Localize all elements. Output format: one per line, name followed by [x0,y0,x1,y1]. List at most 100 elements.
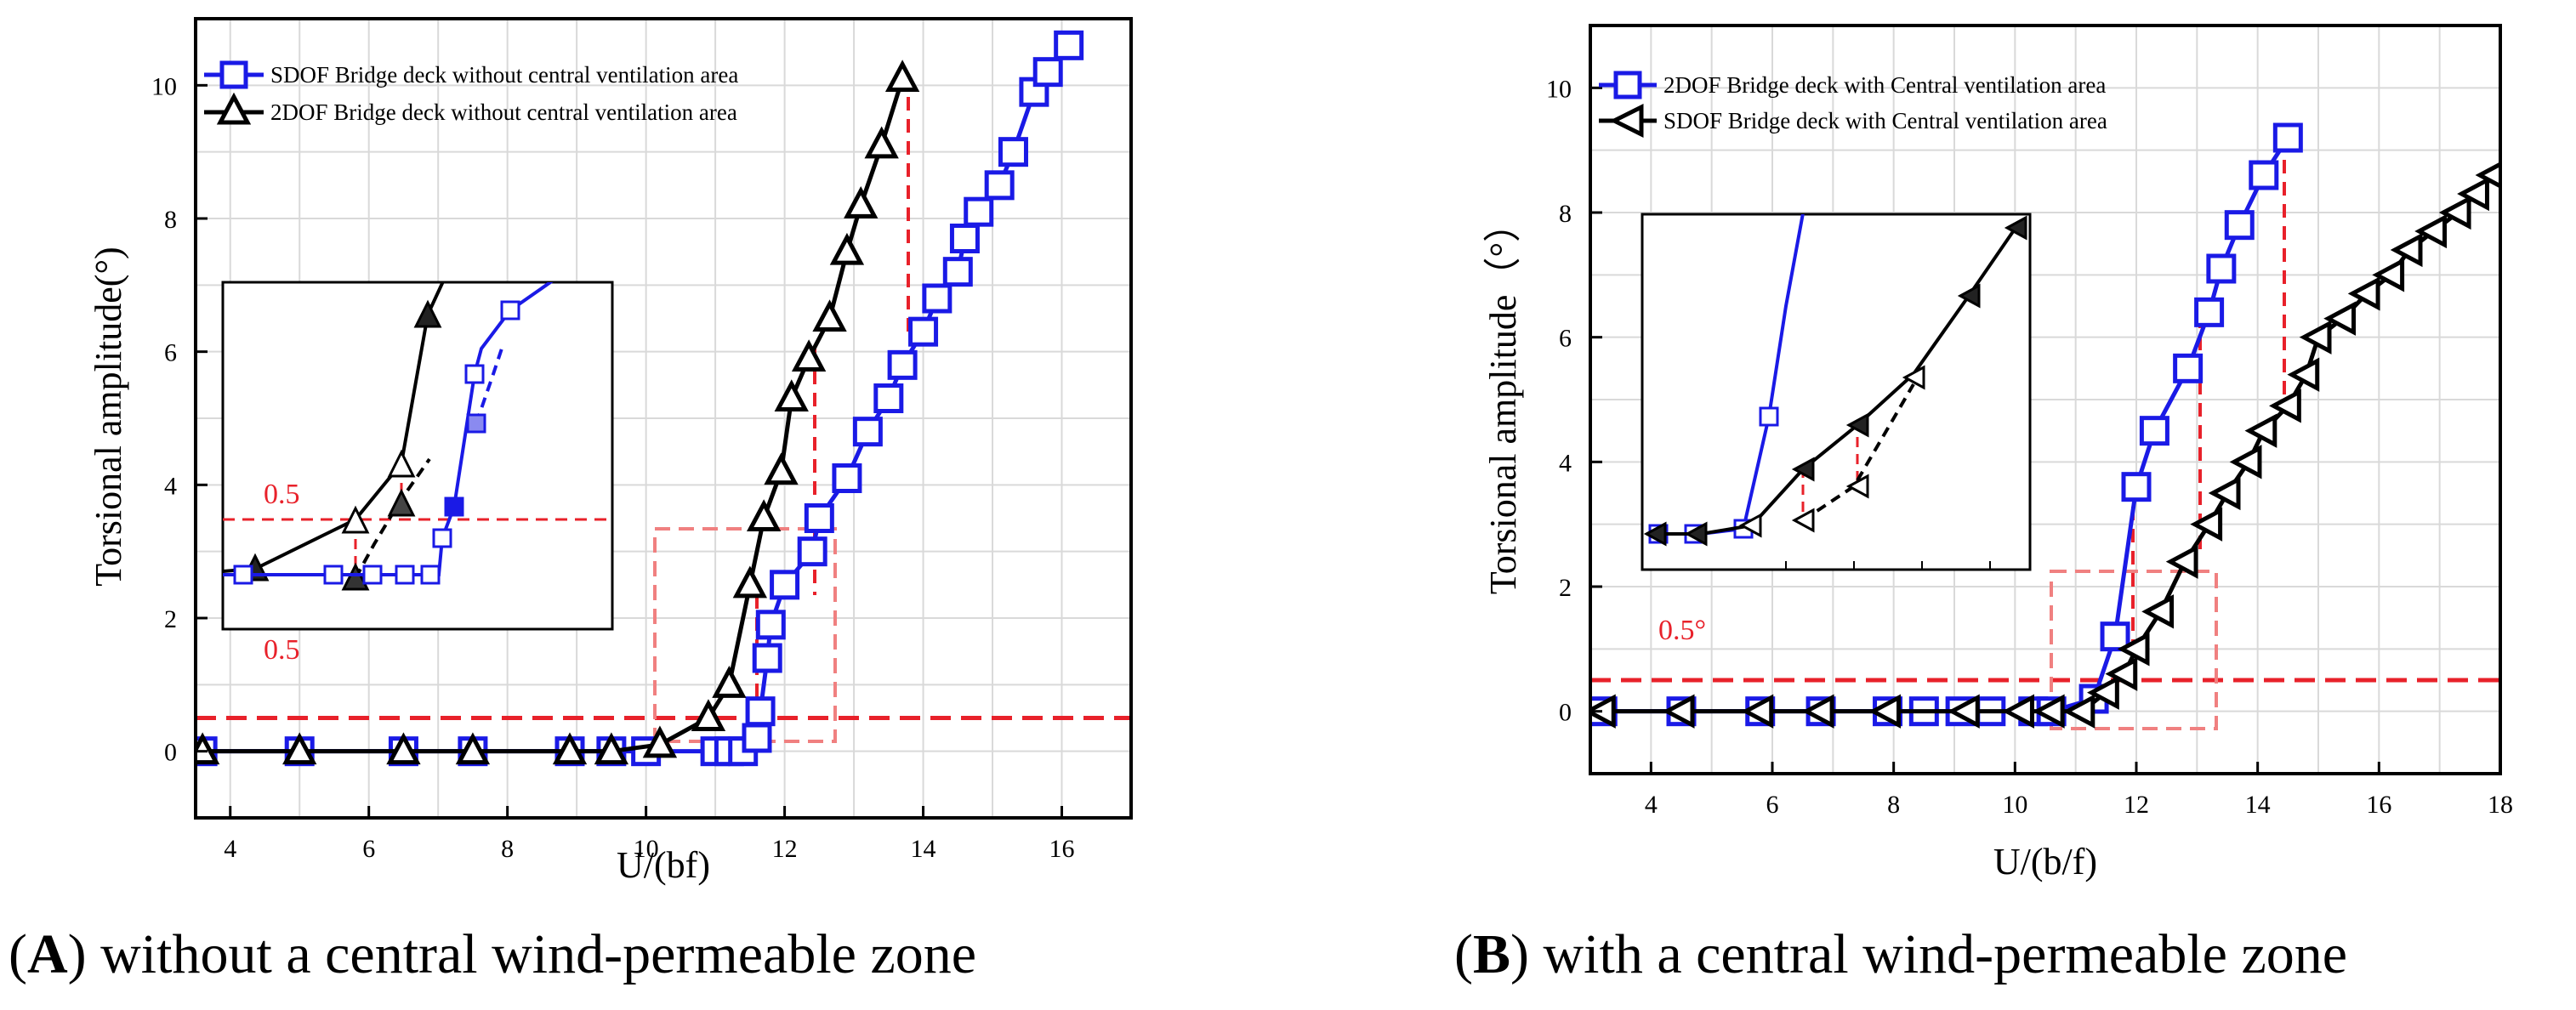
x-tick-label-a: 16 [1049,835,1075,863]
data-point-a-1 [455,732,491,765]
data-point-a-0 [949,224,980,253]
data-point-b-1 [2414,213,2448,249]
data-point-a-0 [922,283,952,314]
y-tick-label-b: 2 [1559,574,1572,602]
data-point-b-1 [2105,656,2138,691]
y-tick-label-a: 10 [151,72,177,100]
inset-b [1641,213,2032,571]
data-point-b-1 [2208,475,2241,511]
caption-a: (A) without a central wind-permeable zon… [9,923,976,985]
data-point-a-0 [752,643,782,673]
y-tick-label-b: 8 [1559,200,1572,228]
x-axis-label-b: U/(b/f) [1993,841,2097,882]
data-point-a-1 [282,732,317,765]
threshold-label-a: 0.5 [264,634,300,666]
y-tick-label-a: 0 [164,739,177,767]
data-point-a-0 [852,417,883,447]
data-point-b-1 [1741,694,1774,729]
data-point-b-1 [2438,195,2471,230]
caption-b: (B) with a central wind-permeable zone [1454,923,2347,985]
x-tick-label-b: 6 [1766,791,1779,819]
ticks-a: 4 6 8 10 12 14 16 0 2 4 6 8 10 [151,72,1075,863]
data-point-b-1 [2117,632,2150,667]
data-point-b-0 [2224,210,2255,241]
data-point-a-1 [386,732,421,765]
chart-panel-b: 4 6 8 10 12 14 16 18 0 2 4 6 8 10 U/(b/f) Torsional a… [1482,24,2513,882]
data-point-b-0 [2272,122,2303,153]
legend-marker-b-sdof [1609,103,1644,139]
inset-a: 0.5 [221,281,614,631]
data-point-b-1 [2141,594,2175,629]
x-tick-label-a: 6 [362,835,375,863]
data-point-b-1 [2475,162,2500,189]
zoom-box-b [2050,570,2218,730]
chart-panel-a: 4 6 8 10 12 14 16 0 2 4 6 8 10 U/(bf) Torsional ampl… [88,17,1133,886]
legend-entry-b-sdof: SDOF Bridge deck with Central ventilatio… [1663,108,2107,133]
data-point-a-1 [812,299,847,332]
data-point-b-1 [2287,357,2320,392]
data-point-a-1 [864,126,899,159]
legend-entry-b-2dof: 2DOF Bridge deck with Central ventilatio… [1663,72,2106,98]
data-point-a-0 [887,349,918,380]
legend-b: 2DOF Bridge deck with Central ventilatio… [1599,71,2107,139]
data-point-a-1 [844,186,879,218]
data-point-a-1 [774,379,809,411]
data-point-b-1 [1662,694,1695,729]
data-point-a-0 [742,723,772,753]
data-point-b-0 [2139,416,2169,446]
x-axis-label-a: U/(bf) [617,844,710,886]
data-point-a-0 [1032,57,1063,88]
data-point-b-1 [2299,320,2332,355]
series-group-a [196,30,1084,767]
data-point-b-1 [2390,232,2423,268]
y-tick-label-b: 0 [1559,699,1572,727]
data-point-a-0 [804,503,834,533]
data-point-b-0 [2194,297,2225,327]
data-point-a-0 [873,383,904,413]
x-tick-label-b: 14 [2245,791,2271,819]
data-point-a-1 [746,499,782,531]
y-tick-label-a: 8 [164,206,177,234]
data-point-b-1 [2269,389,2301,423]
plot-frame-a [194,17,1133,820]
data-point-a-1 [884,60,920,92]
data-point-a-1 [594,732,629,765]
y-tick-label-b: 10 [1546,75,1572,103]
data-point-a-1 [791,339,827,372]
x-tick-label-b: 12 [2124,791,2149,819]
y-axis-label-a: Torsional amplitude(°) [88,247,129,586]
legend-marker-a-2dof [216,92,252,125]
data-point-a-0 [770,570,800,600]
data-point-a-1 [829,232,865,265]
data-point-b-1 [2323,301,2357,336]
data-point-b-1 [2165,544,2198,579]
data-point-b-1 [2372,258,2405,292]
data-point-a-0 [942,257,973,287]
data-point-b-1 [2347,276,2380,311]
threshold-label-b: 0.5° [1658,615,1706,646]
y-tick-label-a: 2 [164,605,177,633]
data-point-a-1 [552,732,588,765]
y-tick-label-a: 6 [164,339,177,367]
caption-a-text: without a central wind-permeable zone [100,923,976,985]
legend-entry-a-2dof: 2DOF Bridge deck without central ventila… [270,99,737,125]
data-point-b-0 [2121,472,2152,502]
data-point-a-0 [745,696,776,727]
data-point-b-1 [2062,694,2095,729]
data-point-b-0 [2206,253,2237,284]
y-tick-label-a: 4 [164,472,177,500]
y-axis-label-b: Torsional amplitude（°） [1482,205,1524,594]
data-point-a-0 [832,463,862,493]
ticks-b: 4 6 8 10 12 14 16 18 0 2 4 6 8 10 [1546,75,2513,819]
legend-a: SDOF Bridge deck without central ventila… [204,60,738,125]
legend-entry-a-sdof: SDOF Bridge deck without central ventila… [270,62,738,88]
x-tick-label-a: 10 [634,835,659,863]
y-tick-label-b: 6 [1559,325,1572,353]
data-point-b-0 [2173,353,2204,383]
data-point-a-0 [998,137,1028,167]
x-tick-label-a: 8 [501,835,514,863]
data-point-a-1 [732,565,768,599]
data-point-b-1 [1801,694,1834,729]
data-point-a-0 [908,316,939,347]
